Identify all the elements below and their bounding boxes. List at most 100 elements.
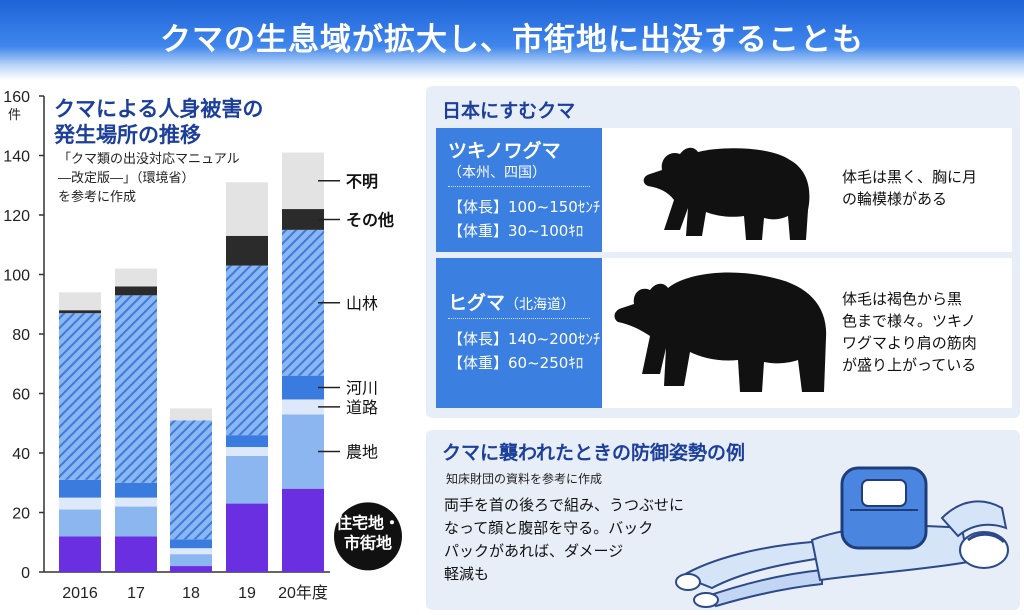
defense-line: なって顔と腹部を守る。バック — [444, 519, 654, 537]
japan-bears-title: 日本にすむクマ — [442, 100, 576, 122]
series-label: 不明 — [346, 172, 378, 191]
y-tick-label: 60 — [12, 387, 30, 404]
bar-segment — [59, 310, 101, 314]
bar-segment — [59, 497, 101, 510]
x-tick-label: 18 — [182, 585, 200, 602]
series-label: 農地 — [346, 443, 378, 462]
bar-segment — [282, 375, 324, 400]
defense-source-note: 知床財団の資料を参考に作成 — [446, 472, 603, 486]
note-line: を参考に作成 — [58, 190, 137, 205]
bar-segment — [170, 408, 212, 421]
bar-segment — [170, 548, 212, 555]
bar-segment — [226, 265, 268, 436]
bar-segment — [226, 435, 268, 448]
defense-line: パックがあれば、ダメージ — [444, 542, 624, 560]
chart-plot-area: 0 20 40 60 80 100 120 140 160 2016 17 18 19 20年度 住宅地・市… — [3, 89, 402, 602]
divider — [448, 186, 590, 187]
desc-line: 色まで様々。ツキノ — [842, 312, 976, 330]
bar-segment — [115, 295, 157, 483]
bar-segment — [282, 229, 324, 376]
bar-segment — [226, 447, 268, 456]
species-length: 【体長】140~200ｾﾝﾁ — [448, 330, 601, 348]
bar-segment — [59, 292, 101, 311]
x-tick-label: 17 — [127, 585, 145, 602]
bar-segment — [226, 503, 268, 572]
tsukinowaguma-description: 体毛は黒く、胸に月 の輪模様がある — [842, 166, 977, 210]
higuma-silhouette-icon — [614, 272, 827, 392]
series-label-badge — [334, 502, 402, 571]
defense-line: 軽減も — [444, 565, 490, 583]
bar-segment — [282, 414, 324, 489]
divider — [448, 318, 590, 319]
series-label: 山林 — [346, 294, 378, 313]
species-name-text: ヒグマ — [448, 292, 506, 314]
desc-line: の輪模様がある — [842, 190, 948, 208]
bar-segment — [282, 209, 324, 230]
note-line: ―改定版―」（環境省） — [58, 171, 195, 186]
note-line: 「クマ類の出没対応マニュアル — [58, 152, 240, 167]
desc-line: 体毛は黒く、胸に月 — [842, 168, 978, 186]
y-tick-label: 160 — [3, 89, 30, 106]
bar-segment — [59, 313, 101, 480]
series-label: 市街地 — [344, 533, 392, 552]
y-tick-label: 40 — [12, 446, 30, 463]
species-weight: 【体重】30~100ｷﾛ — [448, 222, 584, 240]
bar-segment — [282, 152, 324, 210]
y-axis-unit: 件 — [8, 108, 22, 123]
defense-title: クマに襲われたときの防御姿勢の例 — [442, 442, 746, 464]
defense-posture-illustration-icon — [675, 466, 1009, 608]
desc-line: が盛り上がっている — [842, 356, 977, 374]
x-tick-label: 20年度 — [278, 584, 328, 602]
stacked-bar-chart: 0 20 40 60 80 100 120 140 160 2016 17 18 19 20年度 住宅地・市… — [3, 89, 402, 602]
chart-title: クマによる人身被害の 発生場所の推移 — [54, 96, 314, 148]
bar-segment — [59, 509, 101, 537]
tsukinowaguma-info: ツキノワグマ （本州、四国） 【体長】100~150ｾﾝﾁ 【体重】30~100… — [436, 128, 602, 252]
desc-line: 体毛は褐色から黒 — [842, 290, 963, 308]
bar-segment — [226, 182, 268, 236]
x-tick-label: 2016 — [62, 585, 98, 602]
bar-segment — [282, 488, 324, 572]
bar-segment — [170, 420, 212, 540]
bar-segment — [170, 554, 212, 567]
bar-segment — [115, 482, 157, 498]
desc-line: ワグマより肩の筋肉 — [842, 334, 977, 352]
series-label: その他 — [346, 210, 394, 229]
chart-title-line: 発生場所の推移 — [54, 123, 201, 147]
higuma-description: 体毛は褐色から黒 色まで様々。ツキノ ワグマより肩の筋肉 が盛り上がっている — [842, 288, 977, 376]
series-label: 道路 — [346, 398, 378, 417]
x-tick-label: 19 — [238, 585, 256, 602]
species-region: （本州、四国） — [448, 165, 546, 181]
bar-segment — [282, 399, 324, 415]
bar-segment — [115, 536, 157, 572]
species-weight: 【体重】60~250ｷﾛ — [448, 354, 584, 372]
species-region: （北海道） — [505, 297, 576, 313]
header-banner: クマの生息域が拡大し、市街地に出没することも — [0, 0, 1024, 80]
page-title: クマの生息域が拡大し、市街地に出没することも — [160, 22, 864, 58]
y-tick-label: 120 — [3, 208, 30, 225]
chart-title-line: クマによる人身被害の — [54, 97, 264, 121]
bar-segment — [170, 539, 212, 549]
bar-segment — [170, 566, 212, 572]
y-tick-label: 20 — [12, 506, 30, 523]
y-tick-label: 0 — [21, 565, 30, 582]
bar-segment — [115, 506, 157, 537]
chart-source-note: 「クマ類の出没対応マニュアル ―改定版―」（環境省） を参考に作成 — [58, 150, 288, 207]
bar-segment — [59, 479, 101, 498]
species-length: 【体長】100~150ｾﾝﾁ — [448, 198, 601, 216]
defense-description: 両手を首の後ろで組み、うつぶせに なって顔と腹部を守る。バック パックがあれば、… — [444, 494, 734, 586]
bar-segment — [115, 497, 157, 507]
defense-line: 両手を首の後ろで組み、うつぶせに — [444, 496, 685, 514]
bar-segment — [59, 536, 101, 572]
tsukinowaguma-silhouette-icon — [643, 147, 810, 240]
bar-segment — [226, 455, 268, 504]
series-label: 河川 — [346, 379, 378, 398]
series-label: 住宅地・ — [336, 513, 400, 532]
bar-segment — [115, 286, 157, 296]
higuma-info: ヒグマ（北海道） 【体長】140~200ｾﾝﾁ 【体重】60~250ｷﾛ — [436, 258, 602, 408]
species-name: ヒグマ（北海道） — [448, 288, 575, 315]
y-tick-label: 100 — [3, 268, 30, 285]
species-name: ツキノワグマ — [448, 140, 561, 162]
bar-segment — [226, 235, 268, 266]
y-tick-label: 80 — [12, 327, 30, 344]
y-tick-label: 140 — [3, 149, 30, 166]
